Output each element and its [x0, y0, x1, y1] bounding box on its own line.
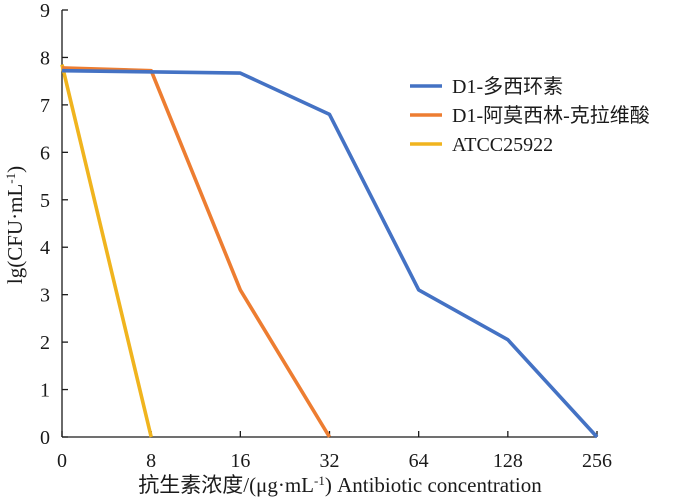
y-tick-label: 8 — [40, 47, 50, 69]
series-line-1 — [61, 68, 599, 439]
y-tick-label: 6 — [40, 142, 50, 164]
y-tick-label: 5 — [40, 190, 50, 212]
x-tick-label: 8 — [146, 450, 156, 472]
y-tick-label: 3 — [40, 285, 50, 307]
x-tick-label: 16 — [230, 450, 250, 472]
x-tick-label: 128 — [493, 450, 523, 472]
legend-label-2: D1-阿莫西林-克拉维酸 — [452, 104, 650, 127]
y-tick-label: 4 — [40, 237, 50, 259]
y-tick-label: 2 — [40, 332, 50, 354]
x-tick-label: 0 — [57, 450, 67, 472]
y-tick-label: 9 — [40, 0, 50, 22]
x-axis-title: 抗生素浓度/(μg·mL-1) Antibiotic concentration — [138, 473, 542, 498]
y-axis-title: lg(CFU·mL-1) — [3, 166, 28, 284]
y-tick-label: 7 — [40, 95, 50, 117]
x-tick-label: 32 — [320, 450, 340, 472]
series-line-2 — [61, 66, 332, 438]
legend: D1-多西环素 D1-阿莫西林-克拉维酸 ATCC25922 — [410, 75, 650, 156]
series-layer — [60, 64, 599, 439]
y-tick-label: 0 — [40, 427, 50, 449]
y-tick-label: 1 — [40, 380, 50, 402]
x-tick-label: 256 — [582, 450, 612, 472]
legend-label-1: D1-多西环素 — [452, 75, 563, 98]
x-tick-label: 64 — [409, 450, 429, 472]
series-line-3 — [60, 64, 153, 438]
legend-label-3: ATCC25922 — [452, 134, 553, 156]
axes: 0 1 2 3 4 5 6 7 8 9 0 8 16 32 64 128 256 — [40, 0, 612, 472]
